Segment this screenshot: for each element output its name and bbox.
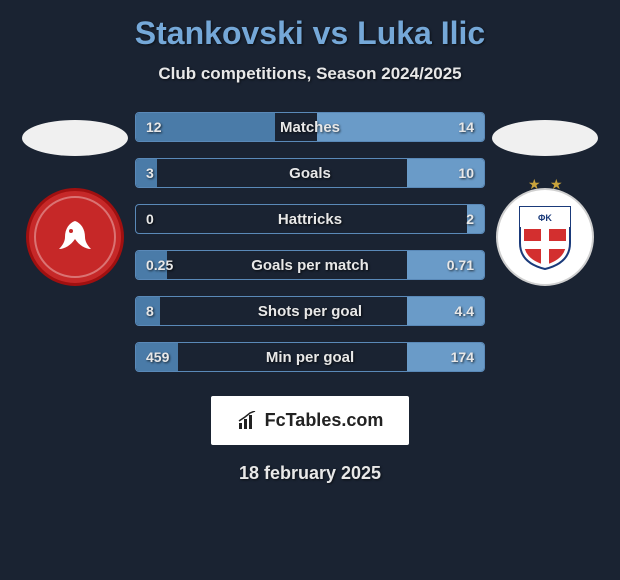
date-text: 18 february 2025 (239, 463, 381, 484)
stat-row: 8 Shots per goal 4.4 (135, 296, 485, 326)
svg-text:ΦK: ΦK (538, 213, 552, 223)
stat-row: 12 Matches 14 (135, 112, 485, 142)
club-badge-right: ★ ★ ΦK (496, 188, 594, 286)
page-title: Stankovski vs Luka Ilic (135, 15, 485, 52)
brand-text: FcTables.com (265, 410, 384, 431)
player-right-column: ★ ★ ΦK (485, 112, 605, 286)
comparison-row: 12 Matches 14 3 Goals 10 0 Hattricks 2 (0, 112, 620, 388)
stat-row: 459 Min per goal 174 (135, 342, 485, 372)
stat-label: Min per goal (136, 349, 484, 366)
eagle-icon (51, 213, 99, 261)
stat-label: Shots per goal (136, 303, 484, 320)
club-badge-left (26, 188, 124, 286)
badge-left-ring (34, 196, 116, 278)
star-icon: ★ (550, 176, 563, 193)
player-left-avatar (22, 120, 128, 156)
chart-icon (237, 411, 259, 431)
player-left-column (15, 112, 135, 286)
shield-icon: ΦK (516, 203, 574, 271)
stat-row: 0 Hattricks 2 (135, 204, 485, 234)
brand-footer: FcTables.com (211, 396, 410, 445)
stat-value-right: 2 (466, 211, 474, 227)
stat-value-right: 10 (458, 165, 474, 181)
stat-value-right: 174 (451, 349, 474, 365)
stat-value-right: 14 (458, 119, 474, 135)
stat-value-right: 4.4 (455, 303, 474, 319)
player-right-avatar (492, 120, 598, 156)
stat-label: Hattricks (136, 211, 484, 228)
subtitle: Club competitions, Season 2024/2025 (158, 64, 461, 84)
star-icon: ★ (528, 176, 541, 193)
stat-value-right: 0.71 (447, 257, 474, 273)
stat-label: Goals (136, 165, 484, 182)
stat-label: Goals per match (136, 257, 484, 274)
stats-column: 12 Matches 14 3 Goals 10 0 Hattricks 2 (135, 112, 485, 388)
stat-row: 3 Goals 10 (135, 158, 485, 188)
stat-row: 0.25 Goals per match 0.71 (135, 250, 485, 280)
stat-label: Matches (136, 119, 484, 136)
